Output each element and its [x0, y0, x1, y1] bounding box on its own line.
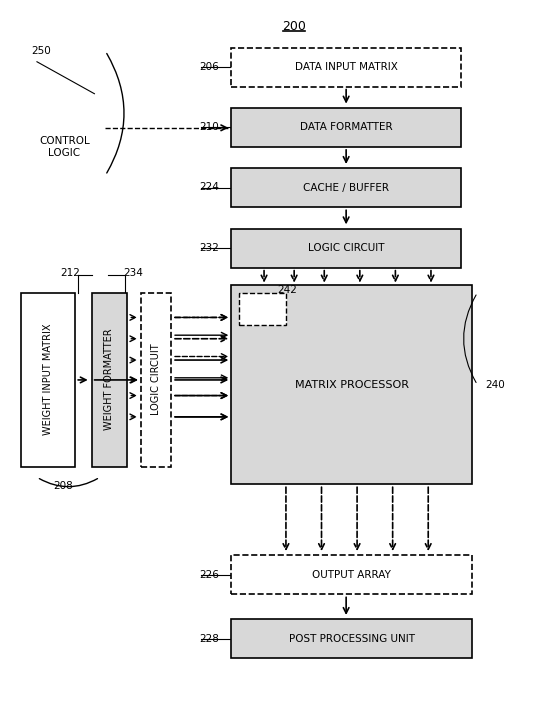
Text: OUTPUT ARRAY: OUTPUT ARRAY [312, 570, 391, 580]
Text: 208: 208 [53, 481, 73, 491]
FancyBboxPatch shape [92, 292, 127, 466]
Text: 250: 250 [31, 46, 51, 56]
FancyBboxPatch shape [231, 108, 461, 147]
Text: DATA FORMATTER: DATA FORMATTER [300, 123, 393, 133]
Text: MATRIX PROCESSOR: MATRIX PROCESSOR [295, 380, 409, 390]
Text: 234: 234 [123, 268, 143, 278]
Text: 206: 206 [200, 62, 219, 72]
FancyBboxPatch shape [141, 292, 171, 466]
Text: 210: 210 [200, 122, 219, 132]
Text: 226: 226 [200, 570, 219, 580]
Text: WEIGHT INPUT MATRIX: WEIGHT INPUT MATRIX [43, 324, 53, 436]
Text: DATA INPUT MATRIX: DATA INPUT MATRIX [295, 62, 398, 72]
Text: 242: 242 [278, 285, 298, 295]
Text: CACHE / BUFFER: CACHE / BUFFER [303, 183, 389, 193]
Text: LOGIC CIRCUIT: LOGIC CIRCUIT [308, 243, 384, 253]
Text: 212: 212 [60, 268, 80, 278]
FancyBboxPatch shape [231, 168, 461, 207]
Text: 200: 200 [282, 20, 306, 33]
Text: 224: 224 [200, 183, 219, 193]
FancyBboxPatch shape [231, 285, 472, 484]
FancyBboxPatch shape [231, 620, 472, 658]
FancyBboxPatch shape [239, 292, 286, 324]
FancyBboxPatch shape [231, 229, 461, 267]
Text: 240: 240 [486, 380, 505, 390]
Text: 228: 228 [200, 634, 219, 644]
FancyBboxPatch shape [20, 292, 75, 466]
Text: CONTROL
LOGIC: CONTROL LOGIC [39, 136, 90, 158]
Text: WEIGHT FORMATTER: WEIGHT FORMATTER [104, 329, 114, 431]
Text: LOGIC CIRCUIT: LOGIC CIRCUIT [151, 344, 161, 416]
Text: POST PROCESSING UNIT: POST PROCESSING UNIT [289, 634, 415, 644]
Text: 232: 232 [200, 243, 219, 253]
FancyBboxPatch shape [231, 555, 472, 595]
FancyBboxPatch shape [231, 48, 461, 86]
